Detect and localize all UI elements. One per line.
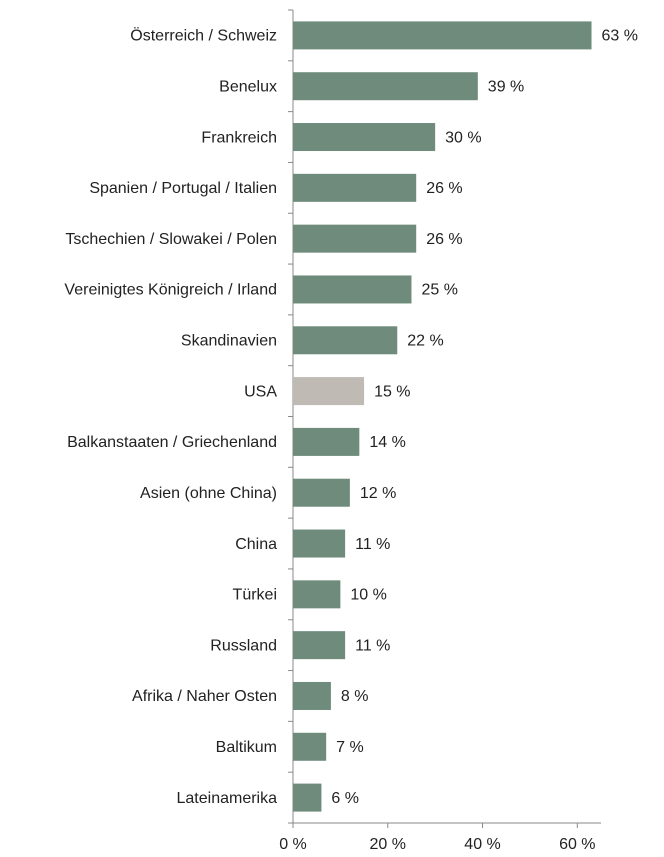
- category-label: Spanien / Portugal / Italien: [89, 180, 277, 197]
- bar: [293, 275, 412, 304]
- category-label: Balkanstaaten / Griechenland: [67, 434, 277, 451]
- bar: [293, 123, 436, 152]
- category-label: Österreich / Schweiz: [130, 27, 277, 45]
- category-label: China: [235, 536, 277, 553]
- value-label: 25 %: [421, 282, 457, 299]
- value-label: 11 %: [355, 637, 390, 654]
- bar: [293, 529, 346, 558]
- bar: [293, 377, 365, 406]
- value-label: 26 %: [426, 231, 462, 248]
- bar: [293, 681, 331, 710]
- value-label: 7 %: [336, 739, 364, 756]
- bar: [293, 173, 417, 202]
- value-label: 26 %: [426, 180, 462, 197]
- category-label: Vereinigtes Königreich / Irland: [64, 282, 277, 299]
- category-label: Afrika / Naher Osten: [132, 688, 277, 705]
- category-label: Türkei: [233, 587, 277, 604]
- x-tick-label: 40 %: [464, 836, 500, 853]
- category-label: USA: [244, 383, 277, 400]
- bar: [293, 580, 341, 609]
- category-label: Baltikum: [216, 739, 277, 756]
- value-label: 63 %: [602, 28, 638, 45]
- category-label: Lateinamerika: [177, 790, 278, 807]
- x-tick-label: 60 %: [559, 836, 595, 853]
- bar: [293, 631, 346, 660]
- category-label: Skandinavien: [181, 333, 277, 350]
- bar: [293, 72, 478, 101]
- bar: [293, 427, 360, 456]
- x-tick-label: 20 %: [370, 836, 406, 853]
- value-label: 14 %: [369, 434, 405, 451]
- value-label: 6 %: [331, 790, 359, 807]
- value-label: 11 %: [355, 536, 390, 553]
- value-label: 30 %: [445, 129, 481, 146]
- value-label: 22 %: [407, 333, 443, 350]
- bar: [293, 732, 327, 761]
- value-label: 8 %: [341, 688, 369, 705]
- bar: [293, 21, 592, 50]
- category-label: Tschechien / Slowakei / Polen: [65, 231, 277, 248]
- value-label: 15 %: [374, 383, 410, 400]
- bar: [293, 224, 417, 253]
- bar: [293, 478, 350, 507]
- x-tick-label: 0 %: [279, 836, 307, 853]
- value-label: 12 %: [360, 485, 396, 502]
- value-label: 39 %: [488, 78, 524, 95]
- category-label: Benelux: [219, 78, 277, 95]
- category-label: Asien (ohne China): [140, 485, 277, 502]
- category-label: Frankreich: [201, 129, 277, 146]
- bar: [293, 783, 322, 812]
- value-label: 10 %: [350, 587, 386, 604]
- category-label: Russland: [210, 637, 277, 654]
- bar: [293, 326, 398, 355]
